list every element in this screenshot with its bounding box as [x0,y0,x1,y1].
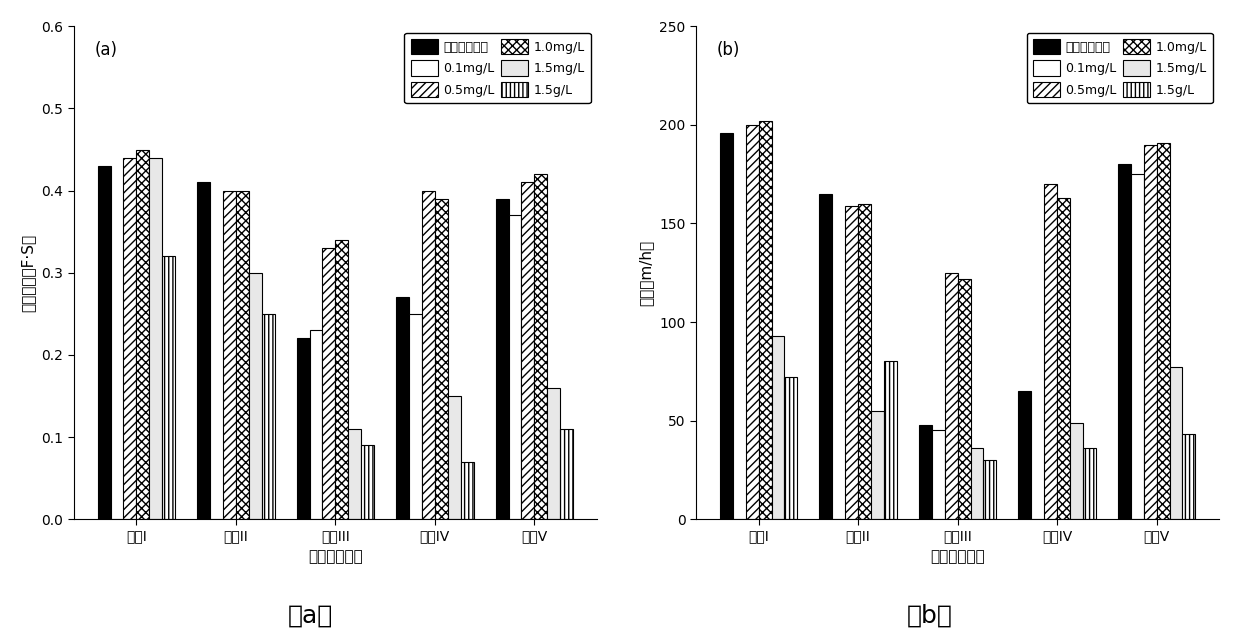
Bar [448,396,461,519]
Bar [496,199,508,519]
Bar [820,194,832,519]
Bar [919,425,931,519]
Bar [136,150,149,519]
Bar [846,206,858,519]
Bar [322,248,335,519]
Bar [547,387,560,519]
Bar [522,182,534,519]
Bar [1117,164,1131,519]
Bar [957,279,971,519]
Bar [785,377,797,519]
Bar [1131,174,1143,519]
Bar [560,429,573,519]
Bar [296,338,310,519]
Bar [197,182,210,519]
Bar [983,460,997,519]
Bar [98,166,110,519]
Bar [249,273,262,519]
Bar [262,314,275,519]
Bar [1157,143,1169,519]
Bar [1018,391,1032,519]
Bar [771,336,785,519]
Bar [124,158,136,519]
Bar [236,191,249,519]
Bar [858,204,870,519]
Bar [1169,367,1183,519]
Bar [870,411,884,519]
Bar [409,314,422,519]
Bar [1183,435,1195,519]
Text: （b）: （b） [908,604,952,628]
X-axis label: 不同运行阶段: 不同运行阶段 [930,549,985,564]
Bar [1083,448,1096,519]
Bar [759,121,771,519]
Bar [508,215,522,519]
Bar [335,240,348,519]
Bar [422,191,435,519]
Text: (a): (a) [94,41,118,59]
Bar [1044,184,1056,519]
Bar [223,191,236,519]
Bar [149,158,162,519]
Bar [931,430,945,519]
Bar [361,445,374,519]
Bar [884,362,897,519]
Bar [971,448,983,519]
Text: (b): (b) [717,41,740,59]
Text: （a）: （a） [288,604,332,628]
Bar [396,298,409,519]
Bar [348,429,361,519]
Bar [1070,423,1083,519]
Bar [435,199,448,519]
Bar [310,330,322,519]
Bar [461,462,474,519]
Bar [1056,198,1070,519]
Legend: 未添加抑制剂, 0.1mg/L, 0.5mg/L, 1.0mg/L, 1.5mg/L, 1.5g/L: 未添加抑制剂, 0.1mg/L, 0.5mg/L, 1.0mg/L, 1.5mg… [1027,33,1213,103]
Y-axis label: 沉速（m/h）: 沉速（m/h） [639,240,653,306]
Bar [945,273,957,519]
Bar [162,257,175,519]
Legend: 未添加抑制剂, 0.1mg/L, 0.5mg/L, 1.0mg/L, 1.5mg/L, 1.5g/L: 未添加抑制剂, 0.1mg/L, 0.5mg/L, 1.0mg/L, 1.5mg… [404,33,590,103]
Y-axis label: 资粒强度（F·S）: 资粒强度（F·S） [21,234,36,312]
Bar [1143,145,1157,519]
X-axis label: 不同运行阶段: 不同运行阶段 [308,549,363,564]
Bar [719,133,733,519]
Bar [534,174,547,519]
Bar [745,125,759,519]
